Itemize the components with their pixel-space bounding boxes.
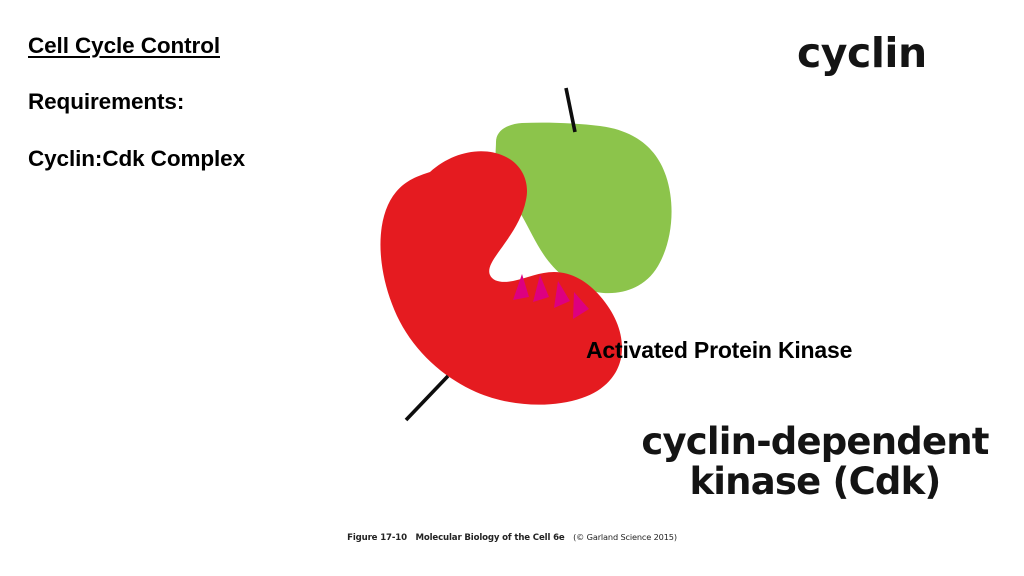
figure-illustration-svg: [380, 87, 672, 422]
cdk-leader-line: [404, 374, 450, 422]
page-title: Cell Cycle Control: [28, 33, 220, 58]
requirement-item-cyclin-cdk-complex: Cyclin:Cdk Complex: [28, 145, 245, 171]
figure-label-cyclin: cyclin: [797, 29, 927, 77]
notes-text-block: Cell Cycle Control Requirements: Cyclin:…: [28, 33, 358, 171]
requirements-heading: Requirements:: [28, 89, 185, 115]
cyclin-leader-line: [564, 87, 577, 133]
spike-1: [513, 274, 529, 300]
figure-caption: Figure 17-10 Molecular Biology of the Ce…: [0, 532, 1024, 543]
spike-2: [533, 275, 549, 302]
caption-figure-number: Figure 17-10: [347, 533, 407, 543]
figure-label-cdk: cyclin-dependent kinase (Cdk): [635, 422, 995, 501]
figure-label-activated-protein-kinase: Activated Protein Kinase: [586, 337, 853, 363]
cyclin-shape: [495, 122, 672, 294]
spike-4: [573, 292, 589, 319]
caption-source: Molecular Biology of the Cell 6e: [415, 533, 565, 543]
figure-label-cdk-line1: cyclin-dependent: [641, 420, 989, 463]
spike-3: [554, 281, 570, 308]
cyclin-cdk-complex-figure: cyclin cyclin-dependent kinase (Cdk): [300, 0, 1024, 576]
caption-credit: (© Garland Science 2015): [573, 532, 677, 542]
figure-label-cdk-line2: kinase (Cdk): [689, 459, 941, 503]
cdk-shape: [380, 151, 622, 405]
activated-kinase-spikes: [513, 274, 589, 319]
